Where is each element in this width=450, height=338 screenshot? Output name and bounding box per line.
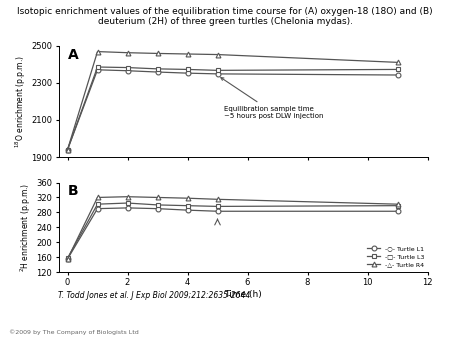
Y-axis label: $^{18}$O enrichment (p.p.m.): $^{18}$O enrichment (p.p.m.): [14, 55, 28, 148]
Y-axis label: $^{2}$H enrichment (p.p.m.): $^{2}$H enrichment (p.p.m.): [19, 183, 33, 272]
Text: Equilibration sample time
~5 hours post DLW injection: Equilibration sample time ~5 hours post …: [221, 78, 323, 119]
Text: ©2009 by The Company of Biologists Ltd: ©2009 by The Company of Biologists Ltd: [9, 329, 139, 335]
Text: T. Todd Jones et al. J Exp Biol 2009;212:2635-2644: T. Todd Jones et al. J Exp Biol 2009;212…: [58, 291, 251, 300]
X-axis label: Time (h): Time (h): [224, 290, 262, 299]
Legend: -○- Turtle L1, -□- Turtle L3, -△- Turtle R4: -○- Turtle L1, -□- Turtle L3, -△- Turtle…: [367, 246, 424, 267]
Text: Isotopic enrichment values of the equilibration time course for (A) oxygen-18 (1: Isotopic enrichment values of the equili…: [17, 7, 433, 26]
Text: B: B: [68, 184, 78, 198]
Text: A: A: [68, 48, 78, 62]
